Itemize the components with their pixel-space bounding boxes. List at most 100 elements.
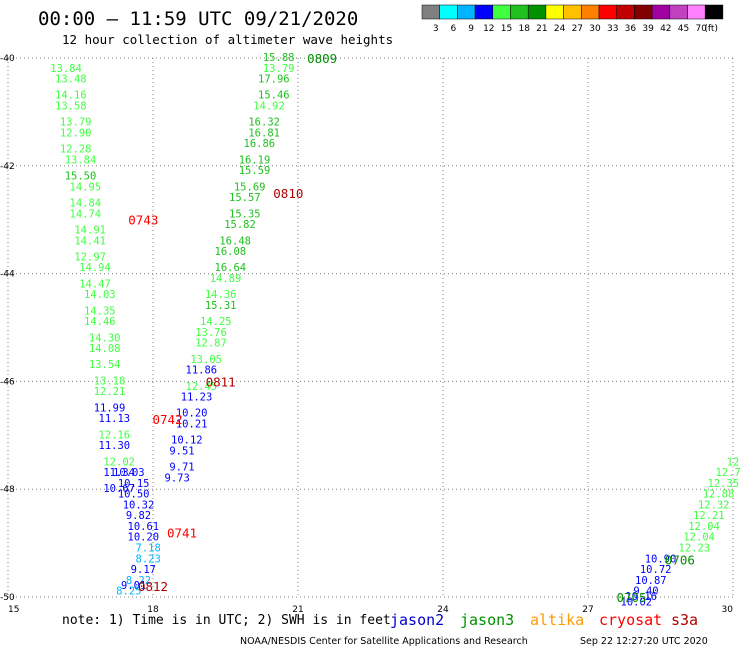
- swh-value: 16.48: [219, 235, 251, 247]
- swh-value: 9.17: [131, 564, 156, 576]
- swh-value: 12.32: [698, 499, 730, 511]
- swh-value: 15.59: [239, 165, 271, 177]
- swh-value: 14.95: [70, 181, 102, 193]
- chart-title: 00:00 – 11:59 UTC 09/21/2020: [38, 8, 358, 30]
- scale-swatch: [651, 4, 671, 20]
- satellite-legend: jason2 jason3 altika cryosat s3a: [390, 611, 698, 629]
- scale-swatch: [527, 4, 547, 20]
- swh-value: 14.08: [89, 343, 121, 355]
- swh-value: 10.72: [640, 564, 672, 576]
- pass-time-label: 0809: [307, 51, 337, 66]
- swh-value: 12.04: [688, 521, 720, 533]
- scale-label: 36: [625, 24, 637, 34]
- swh-value: 14.36: [205, 289, 237, 301]
- x-tick-label: 27: [582, 605, 593, 615]
- swh-value: 15.82: [224, 219, 256, 231]
- scale-label: 3: [433, 24, 439, 34]
- swh-value: 10.90: [645, 553, 677, 565]
- scale-label: 9: [468, 24, 474, 34]
- swh-value: 16.64: [215, 262, 247, 274]
- swh-value: 12.28: [60, 144, 92, 156]
- swh-value: 11.86: [186, 365, 218, 377]
- swh-value: 10.50: [118, 489, 150, 501]
- legend-jason3: jason3: [460, 611, 514, 629]
- scale-swatch: [616, 4, 635, 20]
- swh-value: 7.18: [136, 542, 161, 554]
- legend-s3a: s3a: [671, 611, 698, 629]
- legend-cryosat: cryosat: [599, 611, 662, 629]
- swh-value: 13.84: [50, 63, 82, 75]
- swh-value: 15.35: [229, 208, 261, 220]
- swh-value: 17.96: [258, 74, 290, 86]
- swh-value: 12.90: [60, 127, 92, 139]
- plot-grid: [7, 57, 734, 598]
- swh-value: 15.46: [258, 90, 290, 102]
- swh-value: 16.19: [239, 154, 271, 166]
- swh-value: 9.40: [633, 586, 658, 598]
- scale-label: 21: [536, 24, 547, 34]
- y-tick-label: -48: [0, 485, 15, 495]
- scale-label: 33: [607, 24, 618, 34]
- swh-value: 10.16: [625, 591, 657, 603]
- swh-value: 14.25: [200, 316, 232, 328]
- swh-value: 15.31: [205, 300, 237, 312]
- swh-value: 12.97: [74, 251, 106, 263]
- swh-value: 16.86: [244, 138, 276, 150]
- swh-value: 14.03: [84, 289, 116, 301]
- axis-ticks: 15 18 21 24 27 30 -40 -42 -44 -46 -48 -50: [0, 54, 733, 615]
- scale-label: 42: [660, 24, 671, 34]
- swh-value: 14.94: [79, 262, 111, 274]
- swh-value: 8.23: [136, 553, 161, 565]
- x-tick-label: 21: [292, 605, 303, 615]
- swh-value: 14.92: [253, 101, 285, 113]
- swh-value: 13.76: [195, 327, 227, 339]
- swh-value: 16.08: [215, 246, 247, 258]
- swh-value: 10.02: [621, 596, 653, 608]
- color-scale-legend: 3 6 9 12 15 18 21 24 27 30 33 36 39 42 45 70(ft): [421, 4, 724, 34]
- swh-value: 13.05: [190, 354, 222, 366]
- swh-value: 10.21: [176, 419, 208, 431]
- swh-value: 14.47: [79, 278, 111, 290]
- swh-value: 9.71: [169, 462, 194, 474]
- swh-value: 10.87: [635, 575, 667, 587]
- pass-time-label: 0743: [128, 213, 158, 228]
- swh-value: 11.30: [99, 440, 131, 452]
- swh-value: 11.34: [103, 467, 135, 479]
- scale-swatch: [563, 4, 582, 20]
- pass-time-label: 0742: [152, 412, 182, 427]
- pass-labels: 0809 0810 0811 0812 0743 0742 0741 0706 0705: [128, 51, 695, 605]
- scale-label: 70: [695, 24, 707, 34]
- pass-time-label: 0706: [665, 552, 695, 567]
- swh-value: 14.30: [89, 332, 121, 344]
- swh-value: 16.81: [248, 127, 280, 139]
- scale-swatch: [687, 4, 706, 20]
- swh-value: 14.35: [84, 305, 116, 317]
- swh-value: 8.22: [126, 575, 151, 587]
- swh-value: 12.16: [99, 429, 131, 441]
- chart-subtitle: 12 hour collection of altimeter wave hei…: [62, 32, 393, 47]
- y-tick-label: -40: [0, 54, 15, 64]
- swh-value: 12.87: [195, 338, 227, 350]
- scale-label: 6: [451, 24, 457, 34]
- swh-value: 8.25: [116, 586, 141, 598]
- swh-value: 11.23: [181, 392, 213, 404]
- swh-value: 14.84: [70, 198, 102, 210]
- swh-value: 13.84: [65, 154, 97, 166]
- pass-time-label: 0705: [616, 590, 646, 605]
- scale-swatch: [545, 4, 564, 20]
- scale-swatch: [669, 4, 688, 20]
- x-tick-label: 24: [437, 605, 449, 615]
- swh-value: 14.41: [74, 235, 106, 247]
- swh-value: 13.48: [55, 74, 87, 86]
- swh-value: 11.13: [99, 413, 131, 425]
- y-tick-label: -44: [0, 270, 15, 280]
- scale-label: 18: [518, 24, 530, 34]
- swh-value: 13.58: [55, 101, 87, 113]
- footer-credit: NOAA/NESDIS Center for Satellite Applica…: [240, 636, 528, 647]
- scale-label: 45: [678, 24, 689, 34]
- scale-label: 24: [554, 24, 566, 34]
- swh-value: 12.02: [103, 456, 135, 468]
- swh-value: 13.79: [60, 117, 92, 129]
- swh-value: 14.46: [84, 316, 116, 328]
